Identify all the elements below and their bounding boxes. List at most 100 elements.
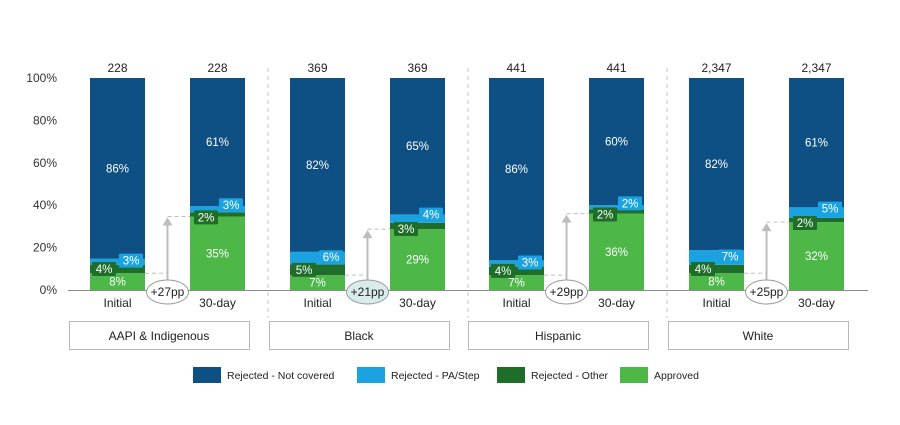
label-box-pa-step [419,207,443,222]
bar-total-label: 369 [407,61,427,75]
bar-segment-not-covered [390,78,445,215]
bar-segment-not-covered [589,78,644,206]
data-label-pa-step: 3% [223,200,240,212]
change-bubble [745,279,788,305]
data-label-approved: 7% [508,278,525,290]
bar-segment-approved [190,216,245,290]
bar-segment-not-covered [90,78,145,259]
bar-segment-approved [90,273,145,290]
bar-segment-approved [589,213,644,290]
legend-swatch [620,367,648,383]
bar-total-label: 441 [506,61,526,75]
data-label-other: 4% [96,264,113,276]
bar-segment-approved [489,275,544,290]
data-label-other: 2% [597,210,614,222]
legend-swatch [193,367,221,383]
bar-segment-not-covered [190,78,245,207]
x-tick-label: 30-day [798,296,835,310]
legend-label: Rejected - Other [531,370,609,382]
legend-label: Approved [654,370,699,382]
data-label-other: 3% [398,224,415,236]
bar-segment-not-covered [290,78,345,252]
group-label-box [269,321,450,350]
legend-swatch [497,367,525,383]
y-tick-label: 60% [33,156,57,170]
x-tick-label: Initial [502,296,530,310]
y-tick-label: 100% [26,71,57,85]
data-label-approved: 36% [605,247,628,259]
bar-total-label: 228 [107,61,127,75]
label-box-other [793,216,817,231]
bar-segment-not-covered [689,78,744,251]
change-label: +21pp [351,285,385,299]
bar-segment-pa-step [589,205,644,210]
bar-segment-other [689,264,744,274]
label-box-other [92,262,116,277]
label-box-other [394,221,418,236]
bar-segment-pa-step [789,207,844,218]
change-label: +27pp [151,285,185,299]
y-tick-label: 20% [33,241,57,255]
bar-segment-pa-step [90,258,145,265]
change-bubble [545,279,588,305]
bar-total-label: 228 [207,61,227,75]
data-label-other: 4% [495,266,512,278]
data-label-not-covered: 82% [306,160,329,172]
data-label-approved: 32% [805,251,828,263]
y-tick-label: 40% [33,198,57,212]
label-box-other [194,210,218,225]
data-label-pa-step: 5% [822,204,839,216]
data-label-pa-step: 6% [323,252,340,264]
data-label-not-covered: 61% [805,138,828,150]
data-label-not-covered: 60% [605,137,628,149]
data-label-pa-step: 3% [123,256,140,268]
bar-segment-other [489,266,544,276]
bar-total-label: 2,347 [701,61,731,75]
group-label: Black [344,329,374,343]
data-label-other: 2% [198,212,215,224]
group-label-box [668,321,849,350]
label-box-pa-step [119,253,143,268]
x-tick-label: Initial [702,296,730,310]
group-label-box [468,321,649,350]
data-label-approved: 35% [206,248,229,260]
y-tick-label: 0% [40,283,58,297]
data-label-pa-step: 2% [622,198,639,210]
label-box-other [292,262,316,277]
bar-segment-not-covered [489,78,544,261]
change-bubble [346,279,389,305]
data-label-other: 4% [695,264,712,276]
legend-swatch [357,367,385,383]
data-label-approved: 7% [309,278,326,290]
data-label-not-covered: 82% [705,159,728,171]
change-arrow-head [362,230,373,239]
bar-segment-approved [290,275,345,290]
group-label: White [743,329,774,343]
data-label-pa-step: 4% [423,210,440,222]
bar-segment-pa-step [390,214,445,223]
data-label-pa-step: 7% [722,251,739,263]
change-arrow-head [162,217,173,226]
label-box-other [491,263,515,278]
data-label-approved: 8% [708,277,725,289]
change-arrow-head [761,223,772,232]
label-box-pa-step [718,249,742,264]
group-label: AAPI & Indigenous [109,329,210,343]
data-label-not-covered: 86% [505,164,528,176]
change-bubble [146,279,189,305]
data-label-approved: 8% [109,277,126,289]
legend-label: Rejected - PA/Step [391,370,480,382]
label-box-pa-step [319,250,343,265]
label-box-other [593,207,617,222]
group-label: Hispanic [535,329,581,343]
x-tick-label: Initial [303,296,331,310]
label-box-pa-step [818,201,842,216]
x-tick-label: Initial [103,296,131,310]
y-tick-label: 80% [33,113,57,127]
bar-total-label: 441 [606,61,626,75]
bar-segment-pa-step [190,206,245,213]
bar-segment-approved [789,222,844,290]
x-tick-label: 30-day [598,296,635,310]
